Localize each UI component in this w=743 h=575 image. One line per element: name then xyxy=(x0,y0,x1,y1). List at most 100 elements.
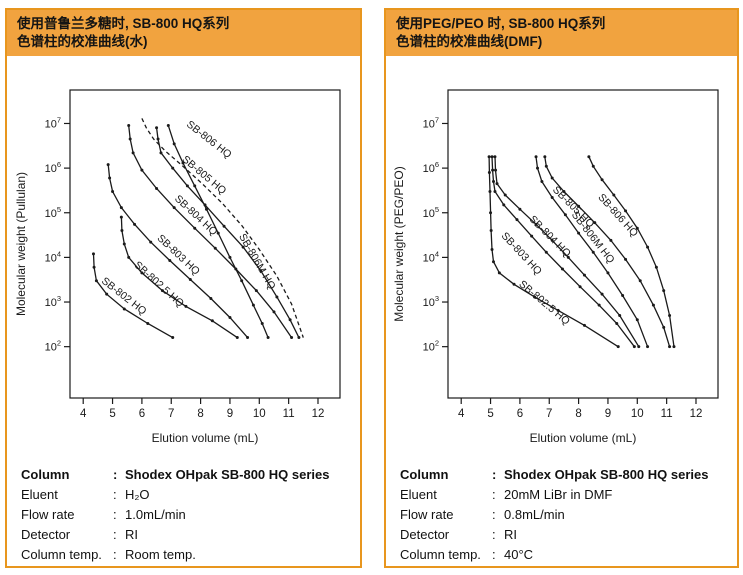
data-point xyxy=(122,242,126,246)
data-point xyxy=(654,265,658,269)
spec-table-water: Column: Shodex OHpak SB-800 HQ series Elue… xyxy=(21,468,350,561)
data-point xyxy=(616,345,620,349)
data-point xyxy=(544,250,548,254)
data-point xyxy=(490,248,494,252)
data-point xyxy=(592,221,596,225)
data-point xyxy=(578,285,582,289)
plot-box xyxy=(68,89,341,399)
data-point xyxy=(651,303,655,307)
x-tick-label: 5 xyxy=(109,408,115,420)
x-tick-label: 10 xyxy=(252,408,265,420)
spec-label: Column xyxy=(400,467,449,483)
data-point xyxy=(122,307,126,311)
spec-value: RI xyxy=(125,527,138,543)
data-point xyxy=(493,168,497,172)
panel-header-water: 使用普鲁兰多糖时, SB-800 HQ系列 色谱柱的校准曲线(水) xyxy=(7,10,360,57)
spec-value: Shodex OHpak SB-800 HQ series xyxy=(504,467,709,483)
x-tick-label: 9 xyxy=(226,408,232,420)
data-point xyxy=(561,190,565,194)
data-point xyxy=(119,229,123,233)
spec-colon: : xyxy=(113,547,117,563)
x-tick-label: 8 xyxy=(197,408,203,420)
data-point xyxy=(635,318,639,322)
data-point xyxy=(582,323,586,327)
data-point xyxy=(623,209,627,213)
spec-label: Flow rate xyxy=(21,507,75,523)
x-tick-label: 5 xyxy=(487,408,493,420)
data-point xyxy=(635,226,639,230)
x-tick-label: 11 xyxy=(660,408,672,420)
data-point xyxy=(550,239,554,243)
series-label: SB-802.5 HQ xyxy=(516,278,572,327)
spec-label: Eluent xyxy=(400,487,437,503)
data-point xyxy=(576,231,580,235)
spec-row: Column temp.: Room temp. xyxy=(21,548,350,561)
spec-row: Eluent: H₂O xyxy=(21,488,350,501)
data-point xyxy=(667,314,671,318)
x-tick-label: 12 xyxy=(311,408,324,420)
data-point xyxy=(517,207,521,211)
data-point xyxy=(492,190,496,194)
data-point xyxy=(503,193,507,197)
spec-row: Column: Shodex OHpak SB-800 HQ series xyxy=(400,468,727,481)
spec-table-dmf: Column: Shodex OHpak SB-800 HQ series Elue… xyxy=(400,468,727,561)
data-point xyxy=(94,279,98,283)
spec-colon: : xyxy=(113,467,118,483)
data-point xyxy=(623,258,627,262)
spec-colon: : xyxy=(492,487,496,503)
data-point xyxy=(192,184,196,188)
x-tick-label: 10 xyxy=(630,408,643,420)
data-point xyxy=(260,322,264,326)
y-tick-label: 106 xyxy=(422,160,438,175)
x-axis-title: Elution volume (mL) xyxy=(529,431,636,445)
series-line xyxy=(493,156,639,348)
data-point xyxy=(544,164,548,168)
data-point xyxy=(514,218,518,222)
data-point xyxy=(582,273,586,277)
data-point xyxy=(167,259,171,263)
x-tick-label: 6 xyxy=(138,408,144,420)
spec-row: Column temp.:40°C xyxy=(400,548,727,561)
data-point xyxy=(170,336,174,340)
data-point xyxy=(106,163,110,167)
calibration-chart-dmf: 102 103 104 105 106 107 4 5 6 7 8 9 10 11 12 Elution vo… xyxy=(392,89,719,445)
panel-title-line2: 色谱柱的校准曲线(DMF) xyxy=(396,33,543,49)
data-point xyxy=(126,124,130,128)
spec-colon: : xyxy=(492,547,496,563)
series-line xyxy=(127,125,292,339)
data-point xyxy=(591,164,595,168)
data-point xyxy=(550,176,554,180)
series-label: SB-804 HQ xyxy=(526,213,572,259)
data-point xyxy=(550,196,554,200)
spec-colon: : xyxy=(113,527,117,543)
data-point xyxy=(491,260,495,264)
series-label: SB-803 HQ xyxy=(154,232,201,277)
data-point xyxy=(208,297,212,301)
y-tick-label: 106 xyxy=(44,160,60,175)
spec-label: Column xyxy=(21,467,70,483)
data-point xyxy=(132,222,136,226)
spec-label: Column temp. xyxy=(400,547,481,563)
data-point xyxy=(539,180,543,184)
data-point xyxy=(170,166,174,170)
data-point xyxy=(188,278,192,282)
data-point xyxy=(597,303,601,307)
data-point xyxy=(542,155,546,159)
spec-row: Detector: RI xyxy=(400,528,727,541)
data-point xyxy=(563,213,567,217)
data-point xyxy=(586,155,590,159)
data-point xyxy=(180,161,184,165)
data-point xyxy=(605,271,609,275)
spec-row: Detector: RI xyxy=(21,528,350,541)
data-point xyxy=(210,319,214,323)
panel-title-line1: 使用PEG/PEO 时, SB-800 HQ系列 xyxy=(396,16,606,31)
y-axis-title: Molecular weight (PEG/PEO) xyxy=(392,166,406,321)
y-tick-label: 102 xyxy=(44,339,60,354)
data-point xyxy=(566,255,570,259)
data-point xyxy=(104,292,108,296)
spec-colon: : xyxy=(492,527,496,543)
spec-row: Eluent:20mM LiBr in DMF xyxy=(400,488,727,501)
data-point xyxy=(636,345,640,349)
data-point xyxy=(611,193,615,197)
data-point xyxy=(148,240,152,244)
